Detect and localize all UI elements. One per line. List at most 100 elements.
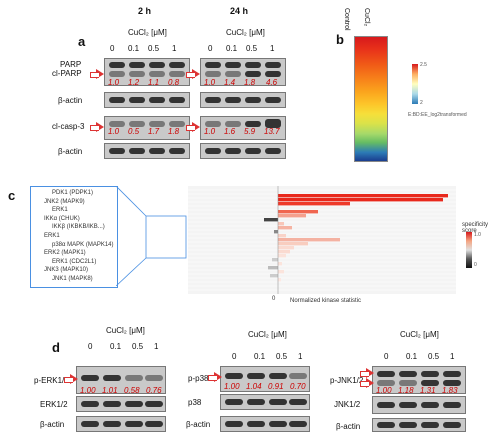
d-p38-actin-blot: [220, 416, 310, 432]
kinase-bar-14: [278, 254, 286, 258]
time-2h-label: 2 h: [138, 6, 152, 16]
time-24h-label: 24 h: [230, 6, 249, 16]
quant-parp-24h-3: 1.8: [244, 78, 256, 87]
kinase-label-8: ERK1 (CDC2L1): [52, 258, 97, 265]
d-p38-phospho-label: p-p38: [188, 374, 209, 383]
kinase-bar-6: [278, 222, 284, 226]
specificity-legend-title: specificity score: [462, 222, 489, 234]
kinase-zero-tick: 0: [272, 296, 276, 302]
blot-parp-2h: [104, 58, 190, 86]
kinase-label-9: JNK3 (MAPK10): [44, 267, 89, 274]
kinase-label-0: PDK1 (PDPK1): [52, 190, 94, 196]
d-jnk-quant-0: 1.00: [376, 386, 392, 395]
d-jnk-phospho-label: p-JNK1/2: [330, 376, 364, 385]
conc-header-2h: CuCl₂ [μM]: [128, 28, 167, 37]
quant-casp-24h-1: 1.0: [204, 127, 216, 136]
kinase-bar-chart: [188, 186, 456, 294]
d-erk-quant-2: 0.58: [124, 386, 140, 395]
heatmap-col-label-control: Control: [343, 8, 350, 31]
d-conc-1-2: 0.5: [276, 352, 288, 361]
heatmap-legend-min: 2: [420, 100, 423, 106]
quant-parp-2h-1: 1.0: [108, 78, 120, 87]
kinase-bar-4: [278, 214, 306, 218]
quant-casp-2h-4: 1.8: [168, 127, 180, 136]
kinase-bar-0: [278, 194, 448, 198]
d-conc-0-1: 0.1: [110, 342, 122, 351]
kinase-bar-9: [278, 234, 286, 238]
kinase-bar-1: [278, 198, 443, 202]
row-label-actin-2: β-actin: [58, 147, 83, 156]
d-jnk-phospho-blot: [372, 366, 466, 394]
quant-parp-2h-3: 1.1: [148, 78, 160, 87]
d-conc-1-1: 0.1: [254, 352, 266, 361]
conc-a-2: 0.1: [128, 44, 140, 53]
d-conc-1-3: 1: [298, 352, 303, 361]
quant-casp-2h-3: 1.7: [148, 127, 160, 136]
conc-a-5: 0: [208, 44, 213, 53]
kinase-bar-18: [278, 270, 284, 274]
kinase-bar-3: [278, 210, 318, 214]
row-label-cl-parp: cl-PARP: [52, 69, 82, 78]
quant-casp-2h-1: 1.0: [108, 127, 120, 136]
kinase-label-10: JNK1 (MAPK8): [52, 276, 93, 282]
kinase-bar-2: [278, 202, 350, 206]
d-p38-quant-2: 0.91: [268, 382, 284, 391]
quant-casp-24h-4: 13.7: [264, 127, 280, 136]
d-conc-2-3: 1: [450, 352, 455, 361]
d-jnk-total-label: JNK1/2: [334, 400, 361, 409]
row-label-parp: PARP: [60, 60, 82, 69]
arrow-cl-parp-2h: [90, 69, 104, 79]
d-conc-2-2: 0.5: [428, 352, 440, 361]
d-jnk-actin-label: β-actin: [336, 422, 361, 431]
d-erk-quant-1: 1.01: [102, 386, 118, 395]
d-p38-conc-header: CuCl₂ [μM]: [248, 330, 287, 339]
conc-a-4: 1: [172, 44, 177, 53]
kinase-bar-5: [264, 218, 278, 222]
kinase-bar-10: [278, 238, 340, 242]
row-label-actin-1: β-actin: [58, 96, 83, 105]
specificity-legend-low: 0: [474, 262, 477, 268]
d-p38-total-blot: [220, 394, 310, 410]
d-erk-total-label: ERK1/2: [40, 400, 68, 409]
kinase-xlabel: Normalized kinase statistic: [290, 298, 362, 304]
blot-actin-2-24h: [200, 143, 286, 159]
d-jnk-total-blot: [372, 396, 466, 414]
kinase-label-6: p38α MAPK (MAPK14): [52, 241, 114, 248]
d-p38-quant-0: 1.00: [224, 382, 240, 391]
d-erk-phospho-blot: [76, 366, 166, 394]
blot-actin-1-2h: [104, 92, 190, 108]
heatmap-col-label-cucl2: CuCl₂: [363, 8, 370, 27]
kinase-bar-8: [274, 230, 278, 234]
conc-a-6: 0.1: [226, 44, 238, 53]
quant-casp-24h-3: 5.9: [244, 127, 256, 136]
kinase-label-7: ERK2 (MAPK1): [44, 250, 86, 257]
kinase-bar-17: [268, 266, 278, 270]
d-jnk-arrow-2: [360, 378, 374, 388]
d-erk-quant-0: 1.00: [80, 386, 96, 395]
quant-casp-24h-2: 1.6: [224, 127, 236, 136]
kinase-bar-20: [278, 278, 281, 282]
kinase-bar-11: [278, 242, 308, 246]
d-erk-total-blot: [76, 396, 166, 412]
kinase-label-4: IKKβ (IKBKB/IKB...): [52, 224, 105, 231]
conc-a-7: 0.5: [246, 44, 258, 53]
blot-actin-1-24h: [200, 92, 286, 108]
d-erk-phospho-label: p-ERK1/2: [34, 376, 69, 385]
d-conc-0-2: 0.5: [132, 342, 144, 351]
d-jnk-actin-blot: [372, 418, 466, 432]
kinase-bar-7: [278, 226, 292, 230]
d-p38-quant-1: 1.04: [246, 382, 262, 391]
specificity-legend-high: 1.0: [474, 232, 481, 238]
arrow-casp-24h: [186, 122, 200, 132]
conc-a-3: 0.5: [148, 44, 160, 53]
d-jnk-quant-2: 1.31: [420, 386, 436, 395]
kinase-bar-13: [278, 250, 290, 254]
blot-casp-24h: [200, 116, 286, 140]
quant-casp-2h-2: 0.5: [128, 127, 140, 136]
d-conc-1-0: 0: [232, 352, 237, 361]
kinase-zoom-box: [30, 186, 118, 288]
quant-parp-24h-4: 4.6: [266, 78, 278, 87]
d-jnk-quant-3: 1.83: [442, 386, 458, 395]
kinase-label-2: ERK1: [52, 207, 68, 214]
conc-header-24h: CuCl₂ [μM]: [226, 28, 265, 37]
